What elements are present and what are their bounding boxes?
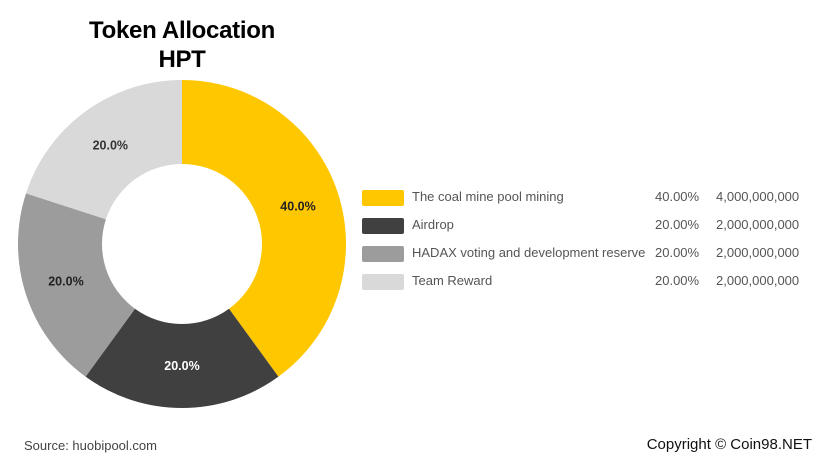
donut-slice-2 — [85, 308, 279, 408]
donut-slice-4 — [26, 80, 182, 220]
legend-item: HADAX voting and development reserve 20.0… — [362, 243, 812, 271]
legend-percent: 20.00% — [655, 217, 700, 232]
slice-percent-label: 20.0% — [93, 138, 128, 152]
copyright-note: Copyright © Coin98.NET — [646, 436, 812, 453]
slice-percent-label: 40.0% — [280, 199, 315, 213]
donut-slice-3 — [18, 193, 135, 377]
legend-swatch — [362, 274, 404, 290]
chart-subtitle: HPT — [158, 46, 206, 73]
legend-label: HADAX voting and development reserve — [412, 245, 646, 260]
legend-label: The coal mine pool mining — [412, 189, 564, 204]
chart-legend: The coal mine pool mining 40.00% 4,000,000… — [362, 187, 812, 299]
legend-item: The coal mine pool mining 40.00% 4,000,000… — [362, 187, 812, 215]
donut-slices — [18, 80, 346, 408]
slice-percent-label: 20.0% — [164, 359, 199, 373]
legend-swatch — [362, 218, 404, 234]
donut-labels: 40.0% 20.0% 20.0% 20.0% — [48, 138, 316, 373]
slice-percent-label: 20.0% — [48, 275, 83, 289]
chart-title-block: Token Allocation HPT — [62, 16, 302, 74]
legend-label: Team Reward — [412, 273, 493, 288]
legend-swatch — [362, 246, 404, 262]
legend-percent: 20.00% — [655, 273, 700, 288]
legend-amount: 2,000,000,000 — [716, 217, 800, 232]
legend-swatch — [362, 190, 404, 206]
legend-amount: 4,000,000,000 — [716, 189, 800, 204]
legend-amount: 2,000,000,000 — [716, 245, 800, 260]
legend-label: Airdrop — [412, 217, 454, 232]
donut-slice-1 — [182, 80, 346, 377]
legend-amount: 2,000,000,000 — [716, 273, 800, 288]
legend-item: Airdrop 20.00% 2,000,000,000 — [362, 215, 812, 243]
source-note: Source: huobipool.com — [24, 438, 157, 453]
legend-item: Team Reward 20.00% 2,000,000,000 — [362, 271, 812, 299]
chart-title: Token Allocation — [89, 17, 275, 44]
legend-percent: 20.00% — [655, 245, 700, 260]
legend-percent: 40.00% — [655, 189, 700, 204]
